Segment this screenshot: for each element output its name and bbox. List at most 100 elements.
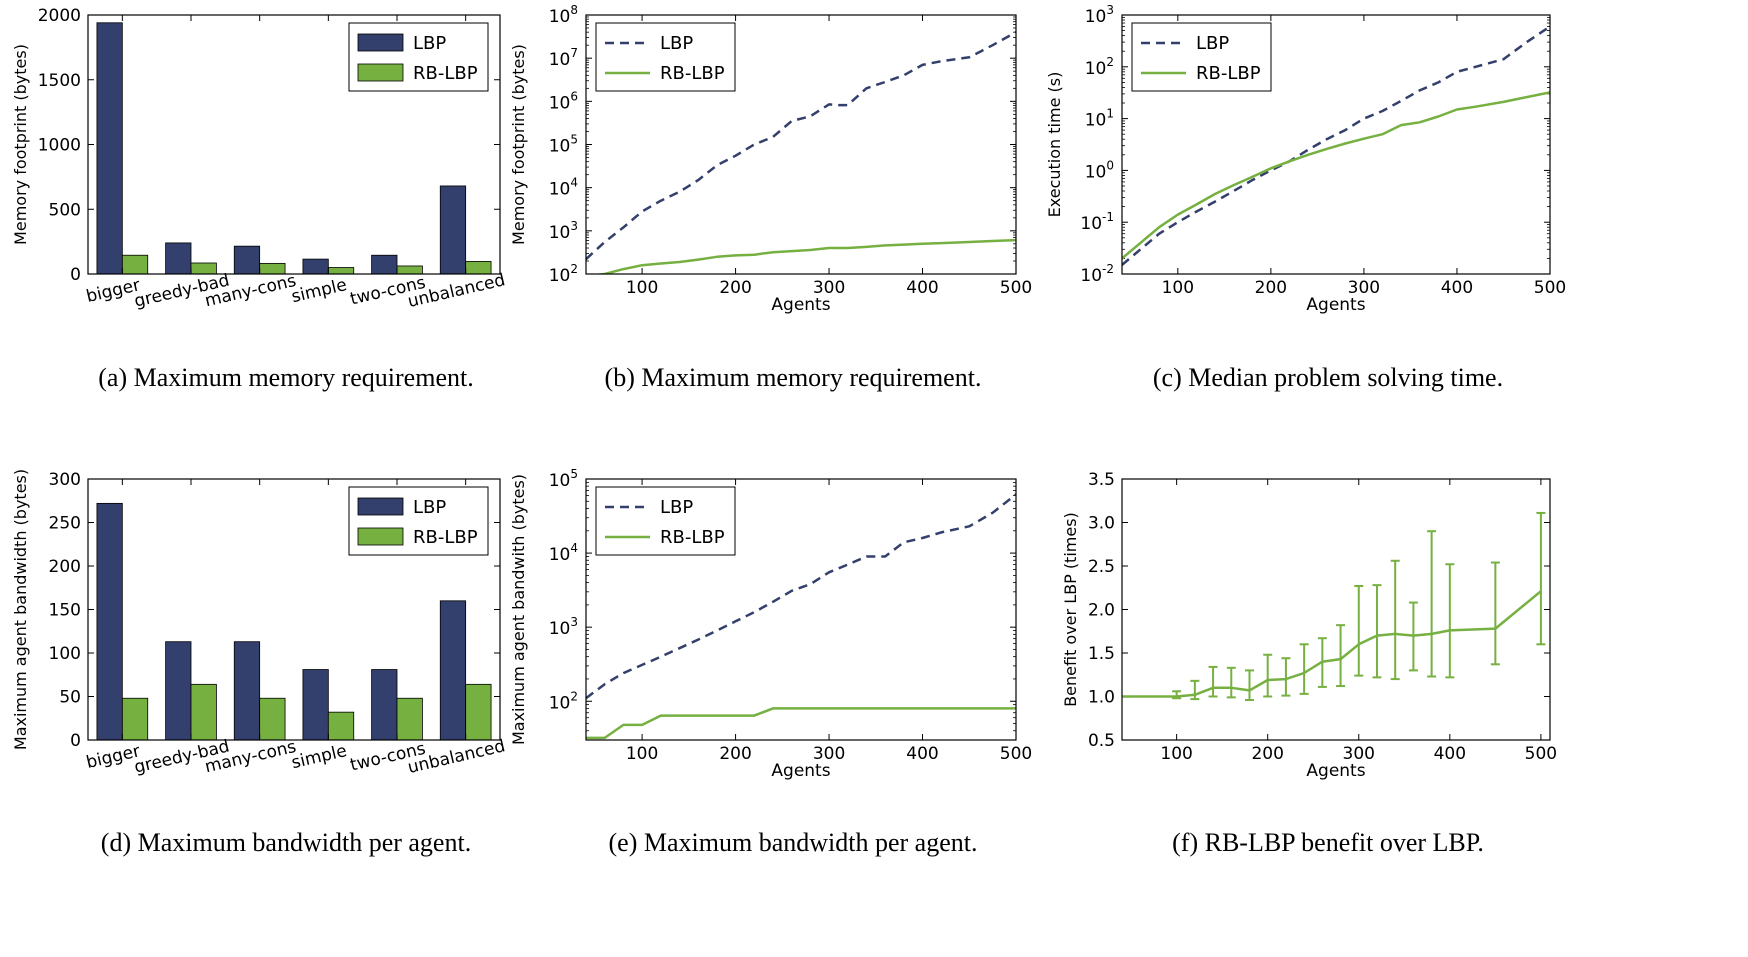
- y-tick-exponent: 3: [1106, 3, 1114, 17]
- bar-lbp: [96, 22, 123, 275]
- legend-label: RB-LBP: [660, 527, 725, 548]
- y-tick-exponent: 4: [570, 541, 578, 555]
- bar-lbp: [439, 600, 467, 741]
- bar-lbp: [96, 502, 123, 741]
- y-tick-label: 1.5: [1088, 644, 1115, 664]
- bar-lbp: [233, 245, 261, 275]
- y-tick-label: 50: [59, 688, 81, 708]
- y-tick-base: 10: [549, 471, 571, 491]
- bar-rb-lbp: [327, 711, 355, 741]
- y-tick-label: 106: [549, 89, 578, 113]
- x-tick-label: 500: [1534, 278, 1566, 298]
- legend-label: LBP: [413, 33, 446, 54]
- y-tick-label: 300: [49, 470, 81, 490]
- y-tick-exponent: 5: [570, 467, 578, 481]
- plot-frame: [585, 14, 1017, 275]
- y-tick-base: 10: [549, 180, 571, 200]
- plot-area: [586, 493, 1016, 740]
- x-tick-label: 400: [1441, 278, 1473, 298]
- panel-caption: (b) Maximum memory requirement.: [605, 363, 982, 392]
- legend-label: RB-LBP: [1196, 63, 1261, 84]
- y-tick-label: 103: [549, 219, 578, 243]
- x-tick-label: 200: [719, 278, 751, 298]
- legend-label: LBP: [660, 33, 693, 54]
- y-tick-label: 103: [549, 615, 578, 639]
- bar-lbp: [233, 641, 261, 741]
- legend-label: LBP: [1196, 33, 1229, 54]
- y-tick-label: 1500: [38, 71, 81, 91]
- series-line-rb-lbp: [1122, 91, 1550, 260]
- x-tick-label: 500: [1525, 744, 1557, 764]
- y-axis-label: Memory footprint (bytes): [509, 44, 528, 245]
- y-tick-base: 10: [549, 619, 571, 639]
- plot-frame: [87, 478, 501, 741]
- y-axis-label: Maximum agent bandwith (bytes): [509, 474, 528, 745]
- y-tick-label: 100: [49, 644, 81, 664]
- legend-swatch-lbp: [357, 497, 404, 516]
- x-tick-label: 400: [906, 744, 938, 764]
- y-tick-exponent: 2: [1106, 55, 1114, 69]
- y-tick-base: 10: [1085, 7, 1107, 27]
- x-tick-label: 400: [906, 278, 938, 298]
- x-tick-label: 300: [1348, 278, 1380, 298]
- bar-rb-lbp: [327, 267, 355, 275]
- y-tick-label: 250: [49, 514, 81, 534]
- y-tick-label: 103: [1085, 3, 1114, 27]
- bar-lbp: [371, 254, 398, 275]
- y-tick-label: 100: [1085, 158, 1114, 182]
- bar-lbp: [302, 258, 329, 275]
- legend-label: LBP: [413, 497, 446, 518]
- y-tick-label: 105: [549, 133, 578, 157]
- bar-lbp: [302, 669, 329, 741]
- legend: LBP RB-LBP: [595, 486, 736, 556]
- x-tick-label: simple: [290, 275, 349, 307]
- bar-rb-lbp: [121, 697, 149, 741]
- bar-rb-lbp: [190, 683, 217, 741]
- y-tick-exponent: 7: [570, 46, 578, 60]
- bar-rb-lbp: [259, 697, 286, 741]
- legend-box: [595, 22, 736, 92]
- series-line-rb-lbp: [586, 707, 1016, 740]
- series-line-lbp: [1122, 25, 1550, 266]
- y-tick-label: 0.5: [1088, 731, 1115, 751]
- y-tick-label: 200: [49, 557, 81, 577]
- x-tick-label: 100: [1160, 744, 1192, 764]
- plot-area: [1122, 25, 1550, 266]
- legend: LBP RB-LBP: [348, 486, 489, 556]
- y-tick-label: 101: [1085, 107, 1114, 131]
- y-tick-label: 2.5: [1088, 557, 1115, 577]
- plot-frame: [87, 14, 501, 275]
- y-tick-label: 1.0: [1088, 688, 1115, 708]
- x-tick-label: 300: [813, 744, 845, 764]
- y-tick-exponent: 3: [570, 615, 578, 629]
- plot-frame: [1121, 14, 1551, 275]
- y-tick-base: 10: [549, 137, 571, 157]
- y-tick-base: 10: [549, 266, 571, 286]
- y-tick-label: 10-2: [1080, 262, 1114, 286]
- panel-caption: (f) RB-LBP benefit over LBP.: [1172, 828, 1484, 857]
- y-tick-exponent: 6: [570, 89, 578, 103]
- y-tick-base: 10: [549, 223, 571, 243]
- y-tick-exponent: -1: [1102, 210, 1114, 224]
- legend-label: RB-LBP: [413, 63, 478, 84]
- x-tick-label: 500: [1000, 278, 1032, 298]
- y-tick-base: 10: [1085, 162, 1107, 182]
- x-tick-label: 300: [1343, 744, 1375, 764]
- x-axis-label: Agents: [771, 761, 830, 781]
- bar-rb-lbp: [190, 262, 217, 275]
- series-line-rb-lbp: [592, 238, 1016, 274]
- y-tick-label: 2000: [38, 6, 81, 26]
- y-tick-label: 2.0: [1088, 601, 1115, 621]
- y-tick-label: 1000: [38, 136, 81, 156]
- bar-rb-lbp: [465, 683, 492, 741]
- x-tick-label: 500: [1000, 744, 1032, 764]
- y-tick-exponent: 2: [570, 689, 578, 703]
- legend-swatch-rb-lbp: [357, 527, 404, 546]
- bar-lbp: [165, 242, 192, 275]
- legend-label: RB-LBP: [660, 63, 725, 84]
- y-tick-label: 150: [49, 601, 81, 621]
- y-tick-label: 3.5: [1088, 470, 1115, 490]
